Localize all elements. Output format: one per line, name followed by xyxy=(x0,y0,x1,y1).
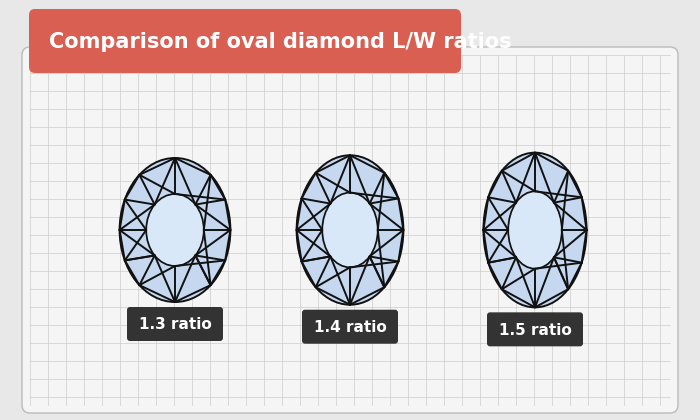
Ellipse shape xyxy=(120,158,230,302)
FancyBboxPatch shape xyxy=(487,312,583,346)
FancyBboxPatch shape xyxy=(29,9,461,73)
Ellipse shape xyxy=(322,193,378,268)
Text: Comparison of oval diamond L/W ratios: Comparison of oval diamond L/W ratios xyxy=(49,32,512,52)
Ellipse shape xyxy=(146,194,204,266)
Text: 1.5 ratio: 1.5 ratio xyxy=(498,323,571,338)
Ellipse shape xyxy=(484,152,587,307)
FancyBboxPatch shape xyxy=(22,47,678,413)
Ellipse shape xyxy=(297,155,403,305)
FancyBboxPatch shape xyxy=(127,307,223,341)
Ellipse shape xyxy=(508,192,562,269)
FancyBboxPatch shape xyxy=(302,310,398,344)
Text: 1.3 ratio: 1.3 ratio xyxy=(139,318,211,333)
Text: 1.4 ratio: 1.4 ratio xyxy=(314,320,386,335)
